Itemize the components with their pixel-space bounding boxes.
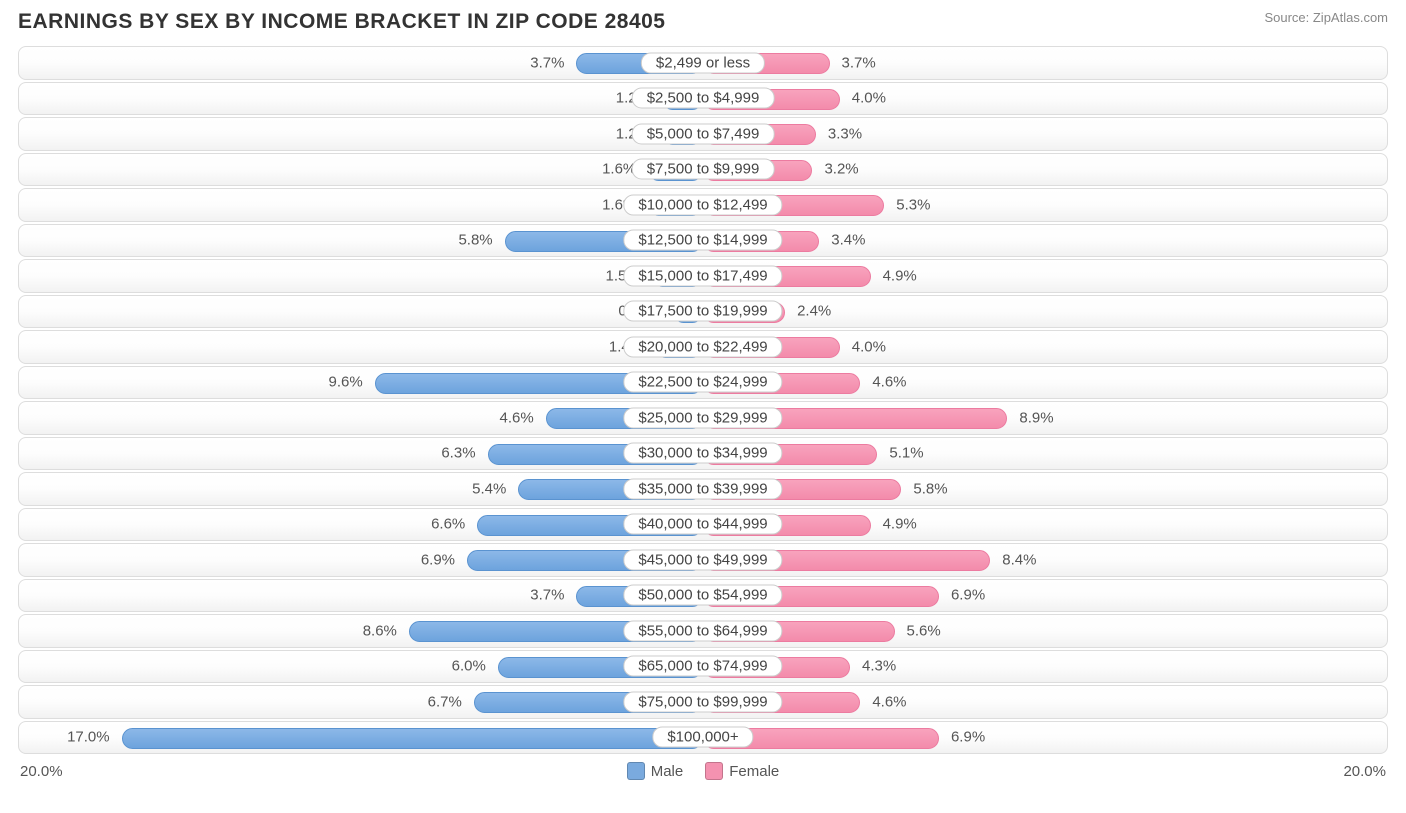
bracket-label: $17,500 to $19,999 [623,301,782,322]
bracket-row: 5.8% 3.4% $12,500 to $14,999 [18,224,1388,258]
bracket-label: $100,000+ [652,727,753,748]
bracket-label: $7,500 to $9,999 [632,159,775,180]
male-pct-label: 6.6% [431,516,465,533]
bracket-row: 6.3% 5.1% $30,000 to $34,999 [18,437,1388,471]
bracket-row: 6.7% 4.6% $75,000 to $99,999 [18,685,1388,719]
female-pct-label: 8.4% [1002,551,1036,568]
bracket-row: 6.6% 4.9% $40,000 to $44,999 [18,508,1388,542]
bracket-row: 6.0% 4.3% $65,000 to $74,999 [18,650,1388,684]
bracket-row: 1.4%4.0%$20,000 to $22,499 [18,330,1388,364]
chart-source: Source: ZipAtlas.com [1264,10,1388,25]
legend-item-female: Female [705,762,779,780]
bracket-row: 6.9% 8.4% $45,000 to $49,999 [18,543,1388,577]
bracket-label: $30,000 to $34,999 [623,443,782,464]
chart-body: 3.7%3.7%$2,499 or less1.2%4.0%$2,500 to … [0,46,1406,754]
axis-max-left: 20.0% [20,763,63,780]
bracket-label: $50,000 to $54,999 [623,585,782,606]
bracket-label: $45,000 to $49,999 [623,549,782,570]
bracket-row: 9.6% 4.6% $22,500 to $24,999 [18,366,1388,400]
male-pct-label: 17.0% [67,729,110,746]
bracket-label: $25,000 to $29,999 [623,407,782,428]
female-pct-label: 3.7% [842,54,876,71]
bracket-label: $55,000 to $64,999 [623,620,782,641]
bracket-row: 3.7% 6.9% $50,000 to $54,999 [18,579,1388,613]
female-pct-label: 4.9% [883,516,917,533]
bracket-label: $12,500 to $14,999 [623,230,782,251]
legend-female-label: Female [729,763,779,780]
female-pct-label: 3.2% [824,161,858,178]
male-swatch-icon [627,762,645,780]
female-pct-label: 5.8% [913,480,947,497]
male-pct-label: 6.3% [441,445,475,462]
female-pct-label: 4.6% [872,374,906,391]
bracket-row: 5.4% 5.8% $35,000 to $39,999 [18,472,1388,506]
female-pct-label: 4.3% [862,658,896,675]
male-bar [122,728,703,749]
bracket-label: $40,000 to $44,999 [623,514,782,535]
bracket-label: $35,000 to $39,999 [623,478,782,499]
bracket-label: $5,000 to $7,499 [632,123,775,144]
bracket-label: $15,000 to $17,499 [623,265,782,286]
axis-max-right: 20.0% [1343,763,1386,780]
male-pct-label: 6.9% [421,551,455,568]
bracket-row: 0.88%2.4%$17,500 to $19,999 [18,295,1388,329]
female-pct-label: 5.1% [889,445,923,462]
male-pct-label: 3.7% [530,587,564,604]
legend-male-label: Male [651,763,684,780]
male-pct-label: 6.7% [428,693,462,710]
bracket-label: $65,000 to $74,999 [623,656,782,677]
male-pct-label: 4.6% [499,409,533,426]
bracket-row: 1.5%4.9%$15,000 to $17,499 [18,259,1388,293]
female-pct-label: 3.3% [828,125,862,142]
bracket-label: $75,000 to $99,999 [623,691,782,712]
chart-title: EARNINGS BY SEX BY INCOME BRACKET IN ZIP… [18,10,665,34]
male-pct-label: 3.7% [530,54,564,71]
bracket-row: 1.2%4.0%$2,500 to $4,999 [18,82,1388,116]
bracket-label: $22,500 to $24,999 [623,372,782,393]
bracket-row: 1.2%3.3%$5,000 to $7,499 [18,117,1388,151]
bracket-label: $2,499 or less [641,52,765,73]
bracket-label: $2,500 to $4,999 [632,88,775,109]
bracket-label: $10,000 to $12,499 [623,194,782,215]
bracket-row: 1.6%3.2%$7,500 to $9,999 [18,153,1388,187]
legend: Male Female [627,762,780,780]
female-pct-label: 6.9% [951,587,985,604]
female-swatch-icon [705,762,723,780]
male-pct-label: 5.4% [472,480,506,497]
chart-footer: 20.0% Male Female 20.0% [0,756,1406,780]
female-pct-label: 5.3% [896,196,930,213]
female-pct-label: 5.6% [907,622,941,639]
male-pct-label: 8.6% [363,622,397,639]
bracket-row: 8.6% 5.6% $55,000 to $64,999 [18,614,1388,648]
bracket-row: 4.6% 8.9% $25,000 to $29,999 [18,401,1388,435]
female-pct-label: 6.9% [951,729,985,746]
female-pct-label: 4.0% [852,338,886,355]
female-pct-label: 2.4% [797,303,831,320]
bracket-row: 1.6%5.3%$10,000 to $12,499 [18,188,1388,222]
male-pct-label: 9.6% [328,374,362,391]
female-pct-label: 3.4% [831,232,865,249]
bracket-row: 3.7% 3.7% $2,499 or less [18,46,1388,80]
male-pct-label: 5.8% [458,232,492,249]
bracket-label: $20,000 to $22,499 [623,336,782,357]
female-pct-label: 8.9% [1019,409,1053,426]
male-pct-label: 6.0% [452,658,486,675]
female-pct-label: 4.9% [883,267,917,284]
female-pct-label: 4.6% [872,693,906,710]
bracket-row: 17.0% 6.9% $100,000+ [18,721,1388,755]
legend-item-male: Male [627,762,684,780]
female-pct-label: 4.0% [852,90,886,107]
chart-header: EARNINGS BY SEX BY INCOME BRACKET IN ZIP… [0,0,1406,46]
